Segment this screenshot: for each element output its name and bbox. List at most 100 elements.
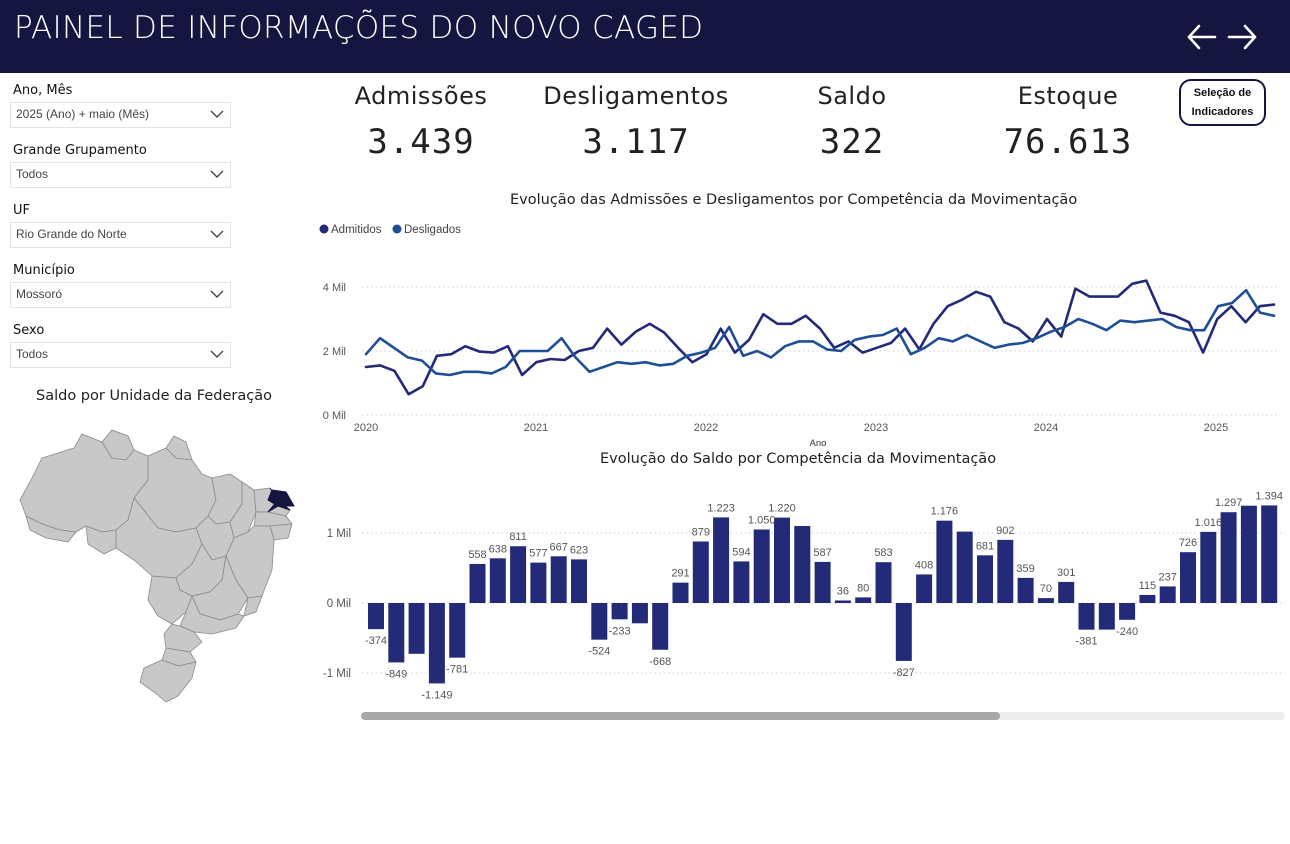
selecao-indicadores-button[interactable]: Seleção de Indicadores [1179, 79, 1266, 126]
saldo-bar-label: 70 [1040, 583, 1052, 595]
saldo-bar [936, 520, 953, 603]
saldo-bar [692, 541, 709, 603]
saldo-bar [571, 559, 587, 603]
line-series-admitidos [364, 279, 1276, 396]
saldo-bar [489, 558, 506, 603]
saldo-bar-label: 1.223 [707, 502, 735, 514]
line-x-tick-label: 2023 [864, 422, 888, 434]
brazil-map[interactable] [16, 420, 296, 710]
saldo-bar [530, 562, 547, 603]
filter-grande-grupamento-dropdown[interactable]: Todos [10, 162, 231, 188]
line-y-tick-label: 0 Mil [323, 410, 346, 422]
saldo-bar-label: 587 [813, 547, 831, 559]
selecao-indicadores-line2: Indicadores [1191, 106, 1254, 118]
filter-panel: Ano, Mês 2025 (Ano) + maio (Mês) Grande … [10, 80, 236, 380]
kpi-desligamentos: Desligamentos 3.117 [536, 82, 736, 162]
saldo-bar [855, 597, 872, 603]
map-state-ap[interactable] [165, 435, 193, 461]
kpi-estoque-value: 76.613 [1003, 122, 1133, 162]
saldo-bar [652, 603, 669, 650]
saldo-bar [753, 529, 770, 603]
line-y-tick-label: 4 Mil [323, 282, 346, 294]
filter-sexo-value: Todos [16, 347, 49, 361]
filter-label-grande-grupamento: Grande Grupamento [13, 143, 147, 158]
map-state-es[interactable] [243, 595, 263, 617]
line-legend: Admitidos Desligados [319, 224, 461, 236]
legend-desligados-label: Desligados [404, 224, 461, 236]
filter-uf-dropdown[interactable]: Rio Grande do Norte [10, 222, 231, 248]
bar-y-ticks: -1 Mil 0 Mil 1 Mil [323, 528, 351, 680]
saldo-bar-label: 558 [468, 549, 486, 561]
map-state-pr[interactable] [163, 623, 203, 653]
saldo-bar-label: 583 [874, 547, 892, 559]
saldo-bar [794, 526, 811, 603]
saldo-bar-label: 237 [1159, 571, 1177, 583]
saldo-bar [1159, 586, 1176, 603]
chevron-down-icon [210, 290, 224, 298]
map-state-rn-highlight[interactable] [267, 487, 295, 513]
saldo-bar [1261, 505, 1278, 603]
kpi-admissoes: Admissões 3.439 [346, 82, 496, 162]
filter-municipio-dropdown[interactable]: Mossoró [10, 282, 231, 308]
saldo-bar [1037, 598, 1054, 603]
back-button[interactable] [1184, 20, 1218, 54]
saldo-bar-label: 80 [857, 582, 869, 594]
saldo-bar [1078, 603, 1095, 630]
saldo-bar-label: 638 [489, 543, 507, 555]
saldo-bar-label: 301 [1057, 567, 1075, 579]
saldo-bar-label: 902 [996, 525, 1014, 537]
map-state-rs[interactable] [139, 659, 197, 703]
saldo-bar [469, 563, 486, 603]
saldo-bar [774, 517, 790, 603]
chevron-down-icon [210, 350, 224, 358]
saldo-bar [1180, 552, 1196, 603]
saldo-bar-label: 594 [732, 546, 750, 558]
line-y-ticks: 0 Mil 2 Mil 4 Mil [323, 282, 346, 422]
saldo-bar [550, 556, 567, 603]
forward-button[interactable] [1226, 20, 1260, 54]
saldo-bar [916, 574, 933, 603]
line-x-tick-label: 2025 [1204, 422, 1228, 434]
saldo-bar [814, 561, 831, 603]
saldo-bar-label: -1.149 [421, 689, 452, 701]
map-state-ro[interactable] [85, 525, 117, 555]
legend-admitidos-marker [319, 224, 329, 234]
saldo-bar-label: 115 [1139, 580, 1157, 592]
bar-y-tick-label: -1 Mil [323, 668, 351, 680]
map-state-rr[interactable] [101, 429, 135, 461]
map-state-ac[interactable] [25, 515, 77, 543]
line-chart[interactable]: Admitidos Desligados 0 Mil 2 Mil 4 Mil 202… [300, 215, 1290, 450]
chevron-down-icon [210, 110, 224, 118]
saldo-bar [1119, 603, 1136, 620]
saldo-bar [368, 603, 384, 630]
saldo-bar-label: -240 [1116, 626, 1138, 638]
kpi-saldo: Saldo 322 [792, 82, 912, 162]
bar-chart-scrollbar-thumb[interactable] [361, 712, 1000, 720]
saldo-bar [611, 603, 628, 620]
saldo-bar-label: 726 [1179, 537, 1197, 549]
saldo-bar [733, 561, 750, 603]
saldo-bar-label: 1.050 [748, 515, 776, 527]
legend-admitidos-label: Admitidos [331, 224, 382, 236]
saldo-bar [875, 562, 892, 603]
filter-ano-mes-dropdown[interactable]: 2025 (Ano) + maio (Mês) [10, 102, 231, 128]
filter-sexo-dropdown[interactable]: Todos [10, 342, 231, 368]
bar-y-tick-label: 0 Mil [327, 598, 351, 610]
saldo-bar-label: 408 [915, 559, 933, 571]
bar-chart[interactable]: -1 Mil 0 Mil 1 Mil -374 -849 -1.149 -781 558 63… [300, 470, 1290, 710]
saldo-bar [1220, 512, 1237, 603]
saldo-bar-label: 1.176 [931, 506, 959, 518]
saldo-bar-label: -668 [649, 656, 671, 668]
selecao-indicadores-line1: Seleção de [1193, 87, 1252, 99]
saldo-bar [388, 603, 405, 663]
saldo-bar-label: -374 [365, 635, 387, 647]
saldo-bar-label: 811 [509, 531, 527, 543]
saldo-bar-label: -233 [609, 625, 631, 637]
saldo-bar-label: 667 [550, 541, 568, 553]
filter-ano-mes-value: 2025 (Ano) + maio (Mês) [16, 107, 150, 121]
line-y-tick-label: 2 Mil [323, 346, 346, 358]
arrow-right-icon [1227, 24, 1257, 50]
chevron-down-icon [210, 230, 224, 238]
page-title: PAINEL DE INFORMAÇÕES DO NOVO CAGED [14, 10, 704, 46]
kpi-estoque-label: Estoque [1017, 82, 1119, 110]
